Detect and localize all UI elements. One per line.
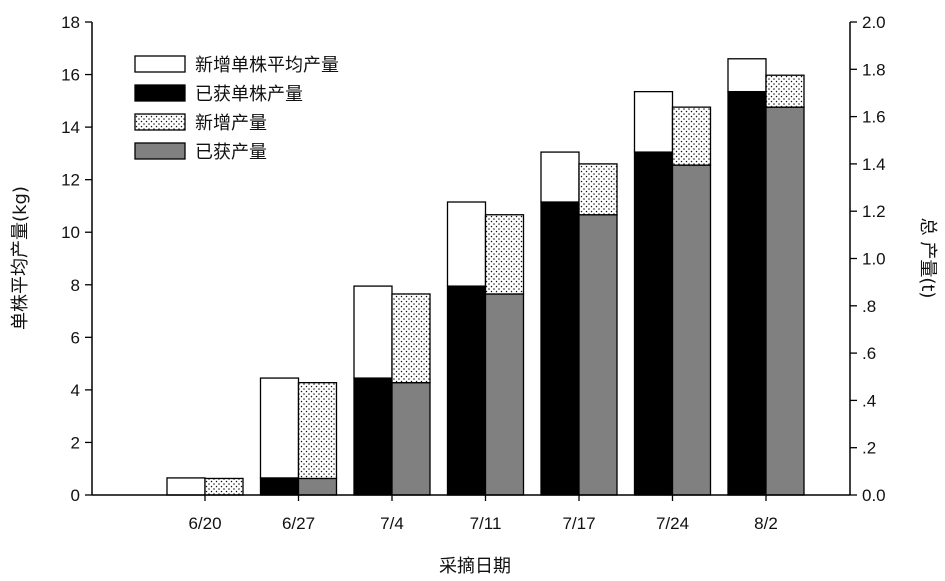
bar-new-total-7/17 bbox=[578, 163, 618, 216]
y-right-tick-label: 0.0 bbox=[862, 486, 886, 505]
y-right-tick-label: 1.0 bbox=[862, 250, 886, 269]
x-tick-label: 7/11 bbox=[470, 514, 502, 533]
bar-new-total-6/27 bbox=[297, 382, 338, 480]
y-right-tick-label: 1.4 bbox=[862, 155, 886, 174]
bar-new-per-plant-7/4 bbox=[353, 285, 393, 379]
bar-harvested-total-6/27 bbox=[297, 477, 338, 496]
bar-harvested-total-7/24 bbox=[671, 164, 712, 496]
bar-new-per-plant-6/27 bbox=[259, 377, 300, 479]
bar-harvested-total-7/11 bbox=[484, 293, 525, 496]
bar-harvested-per-plant-7/17 bbox=[540, 201, 580, 496]
y-axis-right-title: 总 产量(t) bbox=[917, 218, 938, 299]
x-tick-label: 7/4 bbox=[380, 514, 404, 533]
y-left-tick-label: 4 bbox=[71, 381, 80, 400]
bar-new-per-plant-6/20 bbox=[166, 477, 206, 496]
bar-harvested-total-8/2 bbox=[765, 106, 805, 496]
legend-label: 已获单株产量 bbox=[195, 84, 303, 105]
y-right-tick-label: 1.8 bbox=[862, 60, 886, 79]
legend-swatch-black bbox=[134, 84, 186, 102]
y-right-tick-label: .6 bbox=[862, 344, 876, 363]
x-tick-label: 8/2 bbox=[754, 514, 778, 533]
bar-new-per-plant-7/17 bbox=[540, 151, 580, 203]
bar-new-total-7/4 bbox=[391, 293, 431, 384]
bar-new-total-7/11 bbox=[484, 214, 525, 295]
legend-swatch-gray bbox=[134, 142, 186, 160]
x-tick-label: 6/27 bbox=[282, 514, 315, 533]
bar-harvested-per-plant-7/4 bbox=[353, 377, 393, 496]
bar-new-total-6/20 bbox=[204, 477, 244, 496]
x-tick-label: 7/24 bbox=[656, 514, 689, 533]
bar-new-total-8/2 bbox=[765, 74, 805, 108]
bar-new-per-plant-8/2 bbox=[727, 58, 767, 93]
bar-harvested-total-7/4 bbox=[391, 382, 431, 496]
x-tick-label: 7/17 bbox=[562, 514, 595, 533]
bar-harvested-total-7/17 bbox=[578, 214, 618, 496]
bar-harvested-per-plant-7/11 bbox=[446, 285, 487, 496]
bar-harvested-per-plant-6/27 bbox=[259, 477, 300, 496]
y-left-tick-label: 16 bbox=[61, 66, 80, 85]
x-axis-title: 采摘日期 bbox=[439, 556, 511, 577]
legend-swatch-white bbox=[134, 55, 186, 73]
bar-harvested-per-plant-8/2 bbox=[727, 90, 767, 496]
y-right-tick-label: 1.6 bbox=[862, 108, 886, 127]
legend-label: 已获产量 bbox=[195, 142, 267, 163]
x-tick-label: 6/20 bbox=[188, 514, 221, 533]
y-axis-left-title: 单株平均产量(kg) bbox=[10, 186, 31, 330]
y-left-tick-label: 8 bbox=[71, 276, 80, 295]
y-right-tick-label: .2 bbox=[862, 439, 876, 458]
legend-swatch-dotted bbox=[134, 113, 186, 131]
y-left-tick-label: 2 bbox=[71, 433, 80, 452]
y-left-tick-label: 10 bbox=[61, 223, 80, 242]
bar-harvested-per-plant-7/24 bbox=[633, 151, 674, 496]
bar-new-total-7/24 bbox=[671, 106, 712, 166]
legend-label: 新增产量 bbox=[195, 113, 267, 134]
bars-layer bbox=[166, 58, 805, 496]
y-right-tick-label: 2.0 bbox=[862, 13, 886, 32]
bar-new-per-plant-7/24 bbox=[633, 90, 674, 153]
y-right-tick-label: .8 bbox=[862, 297, 876, 316]
axes-layer: 6/20 6/27 7/4 7/11 7/17 7/24 8/2 0 2 4 6 8 10 12 14 16 1… bbox=[61, 13, 886, 533]
y-left-tick-label: 6 bbox=[71, 328, 80, 347]
legend-label: 新增单株平均产量 bbox=[195, 55, 339, 76]
bar-new-per-plant-7/11 bbox=[446, 201, 487, 287]
y-left-tick-label: 14 bbox=[61, 118, 80, 137]
y-left-tick-label: 0 bbox=[71, 486, 80, 505]
y-right-tick-label: 1.2 bbox=[862, 202, 886, 221]
y-left-tick-label: 18 bbox=[61, 13, 80, 32]
y-right-tick-label: .4 bbox=[862, 391, 876, 410]
y-left-tick-label: 12 bbox=[61, 171, 80, 190]
